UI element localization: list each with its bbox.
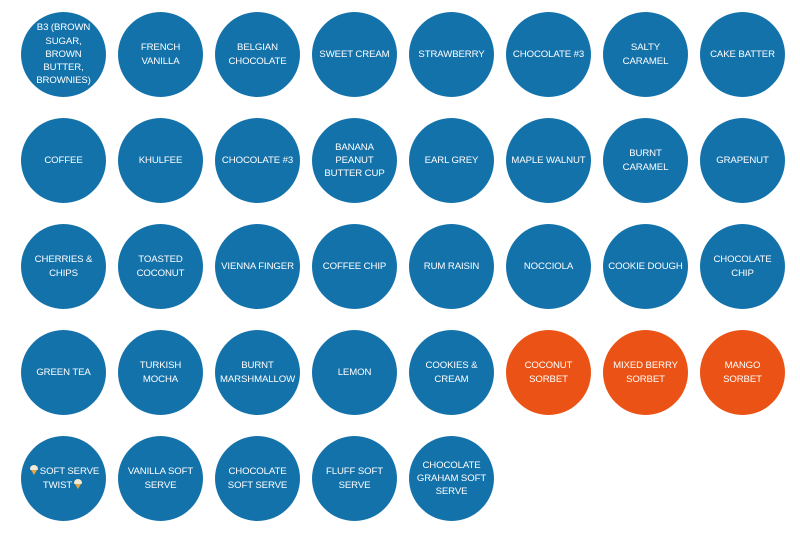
flavor-label: SOFT SERVE TWIST (39, 466, 100, 491)
flavor-label: STRAWBERRY (418, 48, 485, 60)
flavor-label: BURNT MARSHMALLOW (219, 360, 296, 385)
flavor-circle[interactable]: BELGIAN CHOCOLATE (215, 12, 300, 97)
flavor-circle[interactable]: CHERRIES & CHIPS (21, 224, 106, 309)
flavor-label: MANGO SORBET (723, 360, 762, 385)
flavor-circle[interactable]: LEMON (312, 330, 397, 415)
flavor-label: RUM RAISIN (423, 260, 480, 272)
flavor-circle[interactable]: NOCCIOLA (506, 224, 591, 309)
flavor-label: CAKE BATTER (710, 48, 775, 60)
flavor-circle[interactable]: CHOCOLATE SOFT SERVE (215, 436, 300, 521)
flavor-label: TOASTED COCONUT (136, 254, 185, 279)
flavor-circle[interactable]: VANILLA SOFT SERVE (118, 436, 203, 521)
flavor-label: COCONUT SORBET (524, 360, 573, 385)
flavor-label: BANANA PEANUT BUTTER CUP (324, 141, 385, 180)
flavor-circle[interactable]: B3 (BROWN SUGAR, BROWN BUTTER, BROWNIES) (21, 12, 106, 97)
flavor-circle[interactable]: FRENCH VANILLA (118, 12, 203, 97)
flavor-circle[interactable]: EARL GREY (409, 118, 494, 203)
flavor-circle[interactable]: RUM RAISIN (409, 224, 494, 309)
flavor-circle[interactable]: MAPLE WALNUT (506, 118, 591, 203)
flavor-label: GREEN TEA (36, 366, 91, 378)
flavor-label: LEMON (337, 366, 372, 378)
flavor-label: B3 (BROWN SUGAR, BROWN BUTTER, BROWNIES) (36, 22, 91, 87)
flavor-circle[interactable]: FLUFF SOFT SERVE (312, 436, 397, 521)
flavor-circle[interactable]: CHOCOLATE GRAHAM SOFT SERVE (409, 436, 494, 521)
flavor-grid: B3 (BROWN SUGAR, BROWN BUTTER, BROWNIES)… (21, 12, 797, 521)
flavor-label: BURNT CARAMEL (622, 148, 669, 173)
flavor-circle[interactable]: SWEET CREAM (312, 12, 397, 97)
flavor-label: CHOCOLATE CHIP (713, 254, 772, 279)
flavor-circle[interactable]: MANGO SORBET (700, 330, 785, 415)
flavor-label: TURKISH MOCHA (139, 360, 182, 385)
flavor-circle[interactable]: SOFT SERVE TWIST (21, 436, 106, 521)
flavor-circle[interactable]: COFFEE (21, 118, 106, 203)
flavor-circle[interactable]: VIENNA FINGER (215, 224, 300, 309)
flavor-circle[interactable]: CHOCOLATE CHIP (700, 224, 785, 309)
flavor-circle[interactable]: STRAWBERRY (409, 12, 494, 97)
flavor-label: VIENNA FINGER (221, 260, 294, 272)
flavor-circle[interactable]: COOKIES & CREAM (409, 330, 494, 415)
flavor-circle[interactable]: BURNT MARSHMALLOW (215, 330, 300, 415)
flavor-label: COFFEE CHIP (322, 260, 387, 272)
flavor-circle[interactable]: GREEN TEA (21, 330, 106, 415)
flavor-label: COFFEE (44, 154, 83, 166)
flavor-circle[interactable]: BURNT CARAMEL (603, 118, 688, 203)
flavor-label: FRENCH VANILLA (140, 42, 181, 67)
flavor-label: FLUFF SOFT SERVE (325, 466, 384, 491)
flavor-circle[interactable]: COCONUT SORBET (506, 330, 591, 415)
flavor-label: COOKIES & CREAM (425, 360, 478, 385)
flavor-label: CHOCOLATE #3 (512, 48, 585, 60)
flavor-label: EARL GREY (424, 154, 479, 166)
flavor-label: GRAPENUT (716, 154, 769, 166)
flavor-circle[interactable]: COOKIE DOUGH (603, 224, 688, 309)
flavor-circle[interactable]: CHOCOLATE #3 (506, 12, 591, 97)
flavor-circle[interactable]: BANANA PEANUT BUTTER CUP (312, 118, 397, 203)
flavor-circle[interactable]: CAKE BATTER (700, 12, 785, 97)
flavor-circle[interactable]: CHOCOLATE #3 (215, 118, 300, 203)
flavor-circle[interactable]: KHULFEE (118, 118, 203, 203)
flavor-label: COOKIE DOUGH (608, 260, 683, 272)
flavor-circle[interactable]: MIXED BERRY SORBET (603, 330, 688, 415)
flavor-circle[interactable]: COFFEE CHIP (312, 224, 397, 309)
ice-cream-cone-icon (74, 478, 83, 489)
flavor-circle[interactable]: GRAPENUT (700, 118, 785, 203)
flavor-label: CHOCOLATE #3 (221, 154, 294, 166)
flavor-label: SWEET CREAM (319, 48, 390, 60)
ice-cream-cone-icon (29, 465, 38, 476)
flavor-circle[interactable]: TURKISH MOCHA (118, 330, 203, 415)
flavor-label: CHERRIES & CHIPS (34, 254, 93, 279)
flavor-label: SALTY CARAMEL (622, 42, 669, 67)
flavor-label: CHOCOLATE GRAHAM SOFT SERVE (416, 459, 487, 498)
flavor-label: BELGIAN CHOCOLATE (228, 42, 287, 67)
flavor-label: MIXED BERRY SORBET (613, 360, 678, 385)
flavor-circle[interactable]: SALTY CARAMEL (603, 12, 688, 97)
flavor-label: NOCCIOLA (523, 260, 574, 272)
flavor-label: CHOCOLATE SOFT SERVE (227, 466, 288, 491)
flavor-label: KHULFEE (138, 154, 183, 166)
flavor-label: MAPLE WALNUT (511, 154, 586, 166)
flavor-label: VANILLA SOFT SERVE (127, 466, 194, 491)
flavor-circle[interactable]: TOASTED COCONUT (118, 224, 203, 309)
